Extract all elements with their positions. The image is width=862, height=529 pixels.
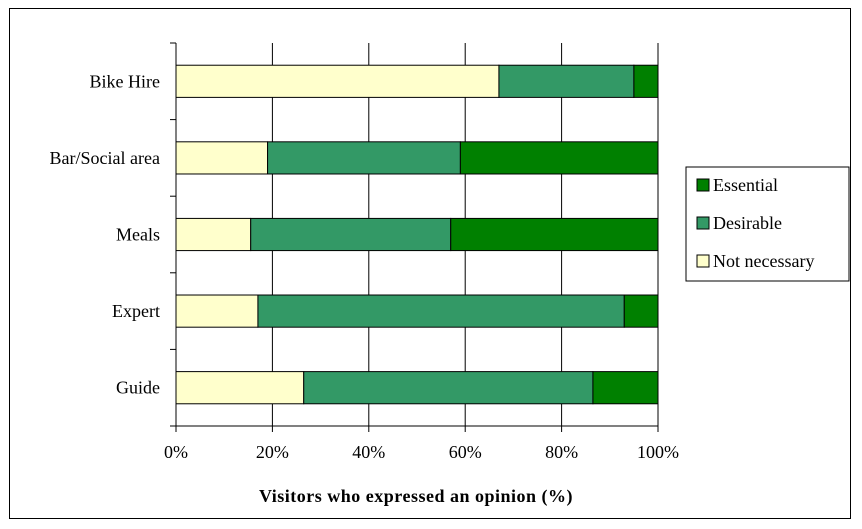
legend-label: Essential (713, 175, 778, 195)
x-axis-title: Visitors who expressed an opinion (%) (259, 486, 573, 507)
bar-segment (175, 64, 500, 98)
bar-segment (450, 217, 659, 252)
y-tick-label: Expert (112, 301, 160, 321)
x-tick-label: 20% (256, 442, 289, 462)
bar-segment (250, 217, 452, 252)
legend: Essential Desirable Not necessary (685, 166, 850, 282)
bar-segment (633, 64, 659, 98)
x-tick-label: 0% (164, 442, 188, 462)
bar-segment (175, 217, 252, 252)
y-tick-label: Guide (116, 378, 160, 398)
bar-segment (498, 64, 635, 98)
x-tick-label: 100% (637, 442, 679, 462)
bar-segment (175, 141, 269, 175)
x-tick-label: 40% (352, 442, 385, 462)
bars (175, 64, 659, 405)
y-tick-label: Meals (116, 225, 160, 245)
axes (170, 42, 659, 432)
legend-swatch (696, 254, 710, 268)
legend-swatch (696, 178, 710, 192)
bar-segment (175, 294, 259, 328)
tick-labels: 0% 20% 40% 60% 80% 100% Bike Hire Bar/Social ar… (50, 71, 679, 462)
x-tick-label: 60% (449, 442, 482, 462)
bar-segment (623, 294, 659, 328)
legend-label: Desirable (713, 213, 782, 233)
bar-segment (257, 294, 625, 328)
y-tick-label: Bar/Social area (50, 148, 160, 168)
bar-segment (459, 141, 659, 175)
bar-segment (267, 141, 461, 175)
legend-label: Not necessary (713, 251, 814, 271)
legend-box (685, 166, 850, 282)
bar-segment (303, 371, 594, 405)
legend-swatch (696, 216, 710, 230)
bar-segment (592, 371, 659, 405)
legend-items: Essential Desirable Not necessary (696, 175, 814, 271)
x-tick-label: 80% (545, 442, 578, 462)
y-tick-label: Bike Hire (90, 71, 160, 91)
bar-segment (175, 371, 305, 405)
